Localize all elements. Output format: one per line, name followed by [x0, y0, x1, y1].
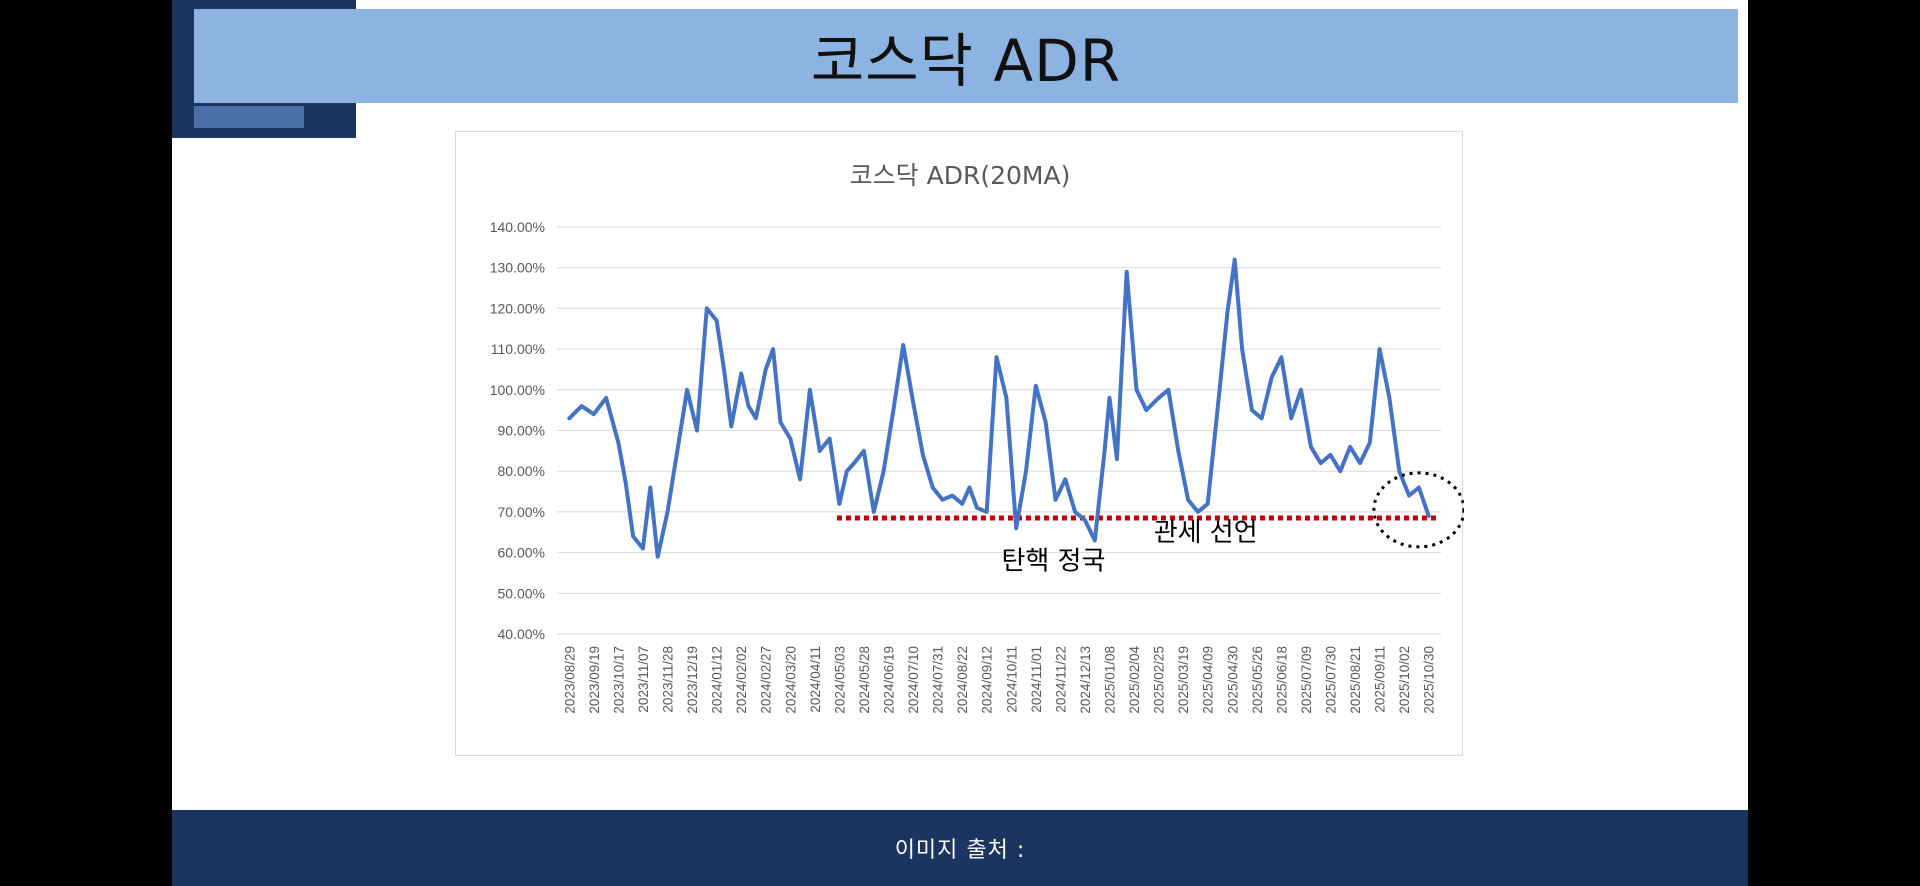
- y-tick-label: 140.00%: [490, 219, 545, 235]
- x-tick-label: 2023/11/28: [661, 646, 676, 713]
- slide-title: 코스닥 ADR: [810, 27, 1122, 95]
- image-source-label: 이미지 출처 :: [894, 838, 1026, 863]
- x-tick-label: 2025/06/18: [1274, 646, 1289, 714]
- x-tick-label: 2024/03/20: [783, 646, 798, 714]
- x-tick-label: 2025/05/26: [1250, 646, 1265, 714]
- y-tick-label: 70.00%: [498, 504, 545, 520]
- x-tick-label: 2024/01/12: [710, 646, 725, 714]
- x-tick-label: 2025/03/19: [1176, 646, 1191, 714]
- x-tick-label: 2025/02/25: [1152, 646, 1167, 714]
- corner-accent: [194, 106, 304, 128]
- y-tick-label: 50.00%: [498, 585, 545, 601]
- y-tick-label: 90.00%: [498, 423, 545, 439]
- x-tick-label: 2025/04/09: [1201, 646, 1216, 714]
- gridlines: [557, 226, 1441, 635]
- y-tick-label: 80.00%: [498, 463, 545, 479]
- x-tick-label: 2024/04/11: [808, 646, 823, 713]
- x-tick-label: 2024/11/01: [1029, 646, 1044, 713]
- annotation-tariff: 관세 선언: [1154, 518, 1258, 548]
- highlight-circle: [1372, 471, 1464, 549]
- y-axis-labels: 140.00% 130.00% 120.00% 110.00% 100.00% 90.00…: [490, 219, 545, 642]
- title-bar: 코스닥 ADR: [194, 9, 1738, 103]
- series-line-adr: [567, 257, 1431, 559]
- chart-container: 140.00% 130.00% 120.00% 110.00% 100.00% 90.00…: [455, 131, 1464, 756]
- x-tick-label: 2025/04/30: [1225, 646, 1240, 714]
- x-tick-label: 2025/07/30: [1324, 646, 1339, 714]
- x-tick-label: 2025/02/04: [1127, 646, 1142, 714]
- footer-bar: 이미지 출처 :: [172, 810, 1748, 886]
- chart-title: 코스닥 ADR(20MA): [850, 161, 1071, 190]
- x-tick-label: 2024/02/27: [759, 646, 774, 714]
- x-tick-label: 2024/07/31: [931, 646, 946, 714]
- y-tick-label: 110.00%: [491, 341, 545, 357]
- y-tick-label: 60.00%: [498, 545, 545, 561]
- x-tick-label: 2023/11/07: [636, 646, 651, 713]
- x-tick-label: 2024/06/19: [882, 646, 897, 714]
- slide: 코스닥 ADR 140.00% 130.00% 120.00% 110.00% 100.…: [172, 0, 1748, 886]
- x-tick-label: 2025/10/02: [1397, 646, 1412, 714]
- x-tick-label: 2024/11/22: [1053, 646, 1068, 713]
- x-tick-label: 2023/09/19: [587, 646, 602, 714]
- x-tick-label: 2024/05/03: [832, 646, 847, 714]
- annotation-impeachment: 탄핵 정국: [1001, 547, 1105, 577]
- chart-svg: 140.00% 130.00% 120.00% 110.00% 100.00% 90.00…: [490, 161, 1464, 714]
- x-tick-label: 2024/09/12: [980, 646, 995, 714]
- x-tick-label: 2025/01/08: [1103, 646, 1118, 714]
- x-tick-label: 2025/09/11: [1373, 646, 1388, 713]
- y-tick-label: 100.00%: [490, 382, 545, 398]
- x-tick-label: 2025/07/09: [1299, 646, 1314, 714]
- x-tick-label: 2025/08/21: [1348, 646, 1363, 714]
- x-tick-label: 2024/05/28: [857, 646, 872, 714]
- x-tick-label: 2023/10/17: [611, 646, 626, 714]
- x-tick-label: 2024/02/02: [734, 646, 749, 714]
- x-tick-label: 2024/12/13: [1078, 646, 1093, 714]
- x-tick-label: 2023/12/19: [685, 646, 700, 714]
- x-tick-label: 2025/10/30: [1422, 646, 1437, 714]
- x-tick-label: 2024/10/11: [1004, 646, 1019, 713]
- x-axis-labels: 2023/08/29 2023/09/19 2023/10/17 2023/11/07…: [562, 646, 1436, 714]
- x-tick-label: 2024/07/10: [906, 646, 921, 714]
- y-tick-label: 120.00%: [490, 300, 545, 316]
- x-tick-label: 2023/08/29: [562, 646, 577, 714]
- x-tick-label: 2024/08/22: [955, 646, 970, 714]
- y-tick-label: 40.00%: [498, 626, 545, 642]
- y-tick-label: 130.00%: [490, 260, 545, 276]
